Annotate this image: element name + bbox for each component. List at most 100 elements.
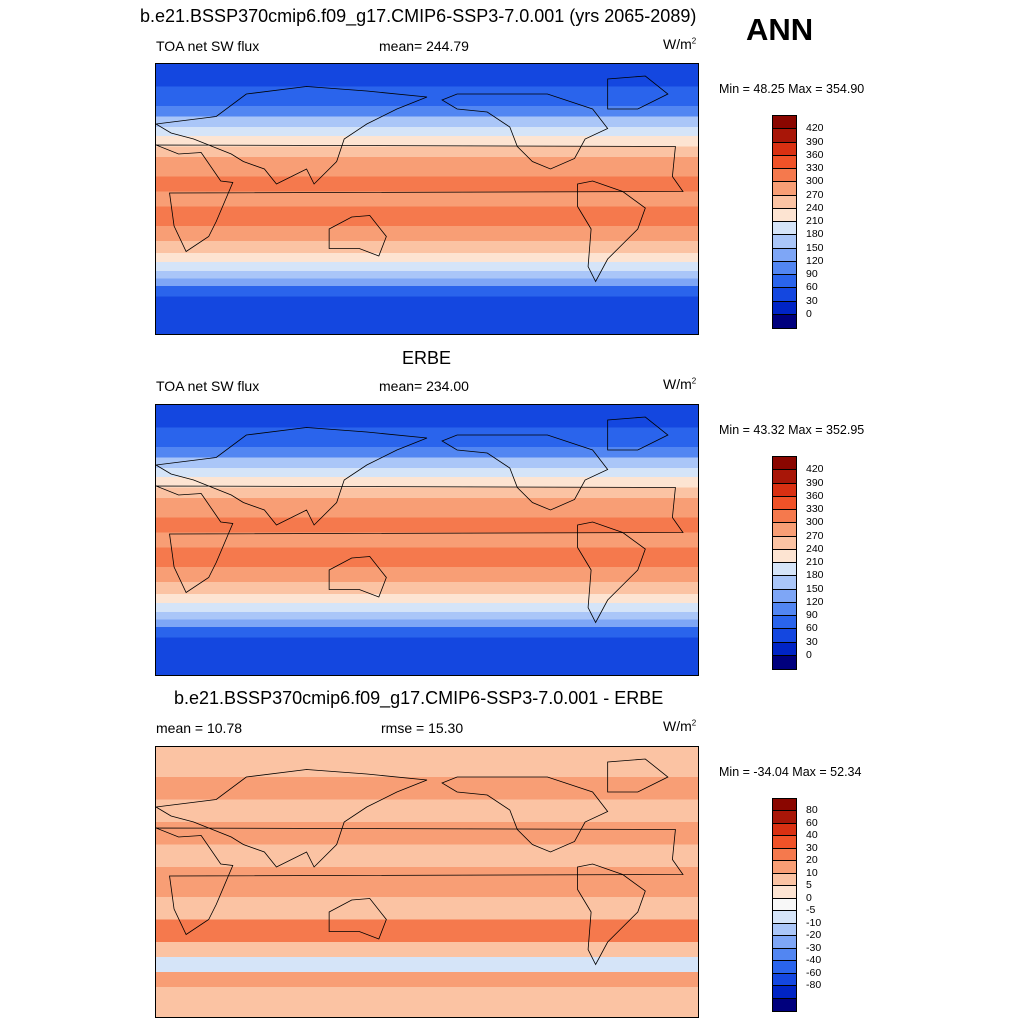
panel3-title: b.e21.BSSP370cmip6.f09_g17.CMIP6-SSP3-7.… — [174, 688, 664, 708]
colorbar-box — [773, 873, 796, 887]
field-band — [156, 271, 698, 279]
colorbar-tick-label: 300 — [806, 516, 824, 529]
field-band — [156, 157, 698, 177]
field-band — [156, 942, 698, 958]
field-band — [156, 86, 698, 107]
colorbar-box — [773, 861, 796, 874]
field-band — [156, 447, 698, 458]
colorbar-box — [773, 169, 796, 183]
colorbar-tick-label: 10 — [806, 866, 818, 879]
colorbar-tick-label: 60 — [806, 281, 818, 294]
field-band — [156, 603, 698, 613]
coastline — [577, 521, 646, 624]
colorbar-tick-label: 270 — [806, 188, 824, 201]
panel2-field — [156, 405, 698, 675]
colorbar-tick-label: 330 — [806, 503, 824, 515]
panel1-variable-label: TOA net SW flux — [156, 38, 260, 54]
colorbar-tick-label: -30 — [806, 941, 822, 954]
field-band — [156, 594, 698, 604]
field-band — [156, 457, 698, 469]
colorbar-box — [773, 261, 796, 275]
field-band — [156, 146, 698, 158]
colorbar-tick-label: 150 — [806, 241, 824, 254]
colorbar-tick-label: 180 — [806, 228, 824, 241]
colorbar-box — [773, 886, 796, 899]
colorbar-box — [773, 642, 796, 656]
coastline — [156, 769, 428, 868]
colorbar-tick-label: 90 — [806, 268, 818, 280]
colorbar-box — [773, 836, 796, 849]
colorbar-box — [773, 948, 796, 962]
field-band — [156, 262, 698, 272]
panel2-colorbar — [772, 456, 797, 670]
colorbar-tick-label: 5 — [806, 879, 812, 892]
colorbar-box — [773, 470, 796, 484]
colorbar-box — [773, 496, 796, 510]
colorbar-tick-label: 270 — [806, 529, 824, 542]
colorbar-box — [773, 510, 796, 524]
panel1-mean-label: mean= 244.79 — [379, 38, 469, 54]
panel3-minmax: Min = -34.04 Max = 52.34 — [719, 765, 862, 779]
colorbar-tick-label: 360 — [806, 148, 824, 161]
field-band — [156, 64, 698, 87]
field-band — [156, 106, 698, 117]
field-band — [156, 253, 698, 263]
colorbar-box — [773, 142, 796, 156]
colorbar-box — [773, 998, 796, 1011]
colorbar-tick-label: 60 — [806, 816, 818, 829]
panel3-map — [155, 746, 699, 1018]
colorbar-box — [773, 116, 796, 130]
coastline — [577, 180, 646, 283]
field-band — [156, 296, 698, 334]
field-band — [156, 226, 698, 242]
coastline — [156, 86, 428, 185]
colorbar-tick-label: 210 — [806, 556, 824, 568]
colorbar-box — [773, 629, 796, 643]
field-band — [156, 468, 698, 478]
colorbar-box — [773, 275, 796, 289]
season-label: ANN — [746, 12, 814, 47]
colorbar-box — [773, 811, 796, 824]
colorbar-box — [773, 911, 796, 924]
panel1-colorbar — [772, 115, 797, 329]
colorbar-box — [773, 549, 796, 563]
field-band — [156, 799, 698, 823]
field-band — [156, 127, 698, 137]
coastline — [328, 215, 387, 257]
field-band — [156, 612, 698, 620]
colorbar-tick-label: 30 — [806, 294, 818, 307]
colorbar-box — [773, 616, 796, 630]
colorbar-box — [773, 799, 796, 812]
colorbar-tick-label: -5 — [806, 904, 816, 917]
colorbar-tick-label: 210 — [806, 215, 824, 227]
panel2-minmax: Min = 43.32 Max = 352.95 — [719, 423, 865, 437]
colorbar-box — [773, 155, 796, 169]
field-band — [156, 777, 698, 800]
colorbar-box — [773, 973, 796, 987]
field-band — [156, 487, 698, 499]
field-band — [156, 405, 698, 428]
colorbar-tick-label: 420 — [806, 122, 824, 135]
coastline — [328, 898, 387, 940]
coastline — [607, 758, 669, 793]
colorbar-tick-label: 240 — [806, 201, 824, 214]
colorbar-box — [773, 589, 796, 603]
coastline — [441, 93, 609, 170]
colorbar-tick-label: 120 — [806, 595, 824, 608]
coastline — [607, 416, 669, 451]
field-band — [156, 477, 698, 488]
panel1-minmax: Min = 48.25 Max = 354.90 — [719, 82, 865, 96]
field-band — [156, 987, 698, 1017]
field-band — [156, 278, 698, 287]
colorbar-box — [773, 235, 796, 249]
colorbar-tick-label: 390 — [806, 476, 824, 489]
colorbar-tick-label: 180 — [806, 569, 824, 582]
colorbar-box — [773, 195, 796, 209]
colorbar-box — [773, 314, 796, 328]
field-band — [156, 957, 698, 973]
colorbar-tick-label: 0 — [806, 648, 812, 661]
field-band — [156, 532, 698, 548]
colorbar-tick-label: 30 — [806, 635, 818, 648]
field-band — [156, 116, 698, 128]
colorbar-tick-label: 90 — [806, 609, 818, 621]
